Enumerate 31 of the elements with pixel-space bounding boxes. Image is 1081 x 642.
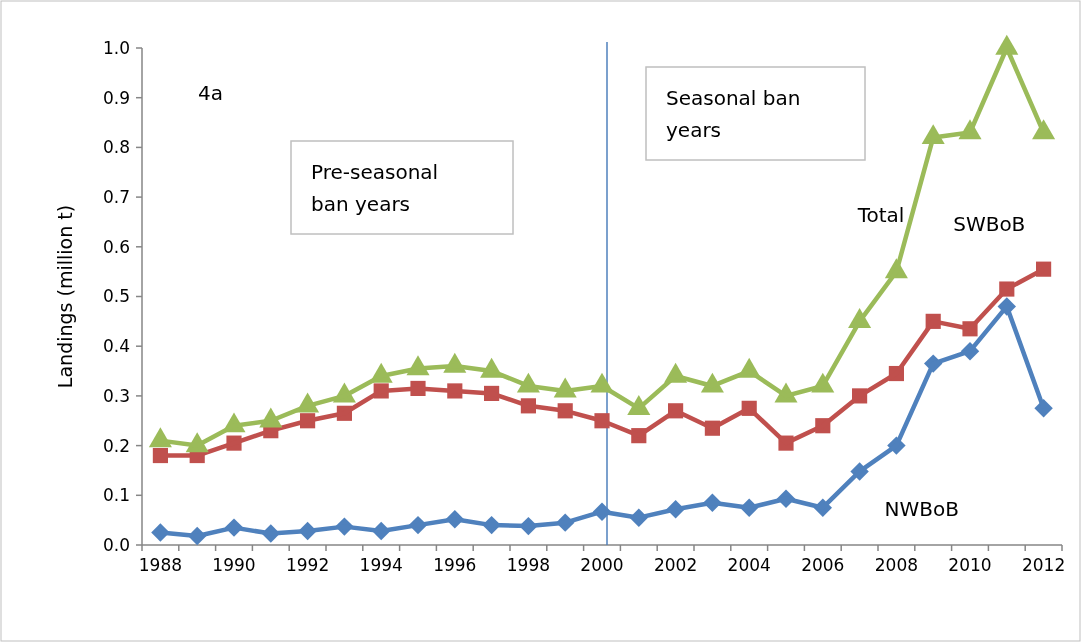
x-tick-label: 2006 (801, 555, 845, 575)
y-tick-label: 0.0 (102, 534, 130, 555)
x-tick-label: 2004 (727, 555, 771, 575)
x-tick-label: 2000 (580, 555, 624, 575)
annotation: Pre-seasonal ban years (311, 160, 439, 216)
y-axis-title: Landings (million t) (54, 204, 76, 389)
series-label: SWBoB (953, 212, 1026, 237)
x-tick-label: 1996 (433, 555, 477, 575)
x-tick-label: 1988 (138, 555, 183, 575)
x-tick-label: 1994 (359, 555, 403, 575)
y-tick-label: 0.4 (102, 336, 130, 357)
x-tick-label: 2012 (1021, 555, 1066, 575)
annotation: 4a (198, 81, 223, 105)
y-tick-label: 0.5 (102, 286, 130, 307)
y-tick-label: 1.0 (102, 37, 130, 58)
x-tick-label: 1992 (285, 555, 330, 575)
x-tick-label: 1998 (506, 555, 551, 575)
y-tick-label: 0.1 (102, 485, 130, 506)
y-tick-label: 0.7 (102, 187, 130, 208)
annotation: Seasonal ban years (666, 86, 801, 142)
x-tick-label: 1990 (212, 555, 256, 575)
series-label: NWBoB (884, 497, 960, 522)
y-tick-label: 0.9 (102, 87, 130, 108)
series-label: Total (856, 202, 905, 227)
x-tick-label: 2002 (653, 555, 698, 575)
y-tick-label: 0.2 (102, 435, 130, 456)
y-tick-label: 0.3 (102, 385, 130, 406)
x-tick-label: 2010 (948, 555, 992, 575)
y-tick-label: 0.8 (102, 137, 130, 158)
x-tick-label: 2008 (874, 555, 919, 575)
y-tick-label: 0.6 (102, 236, 130, 257)
